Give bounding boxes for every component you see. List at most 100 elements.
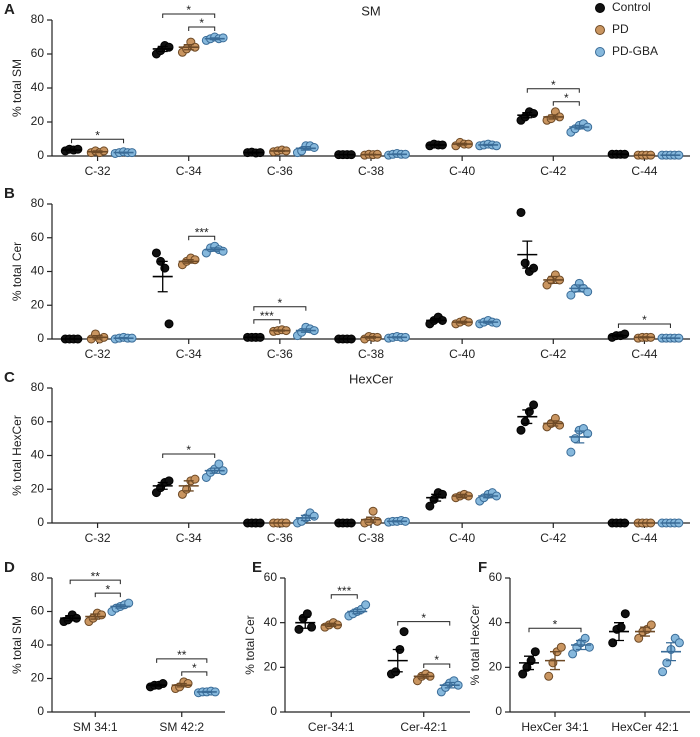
error-bar bbox=[209, 247, 220, 252]
significance-label: * bbox=[192, 661, 197, 675]
y-tick-label: 40 bbox=[264, 615, 278, 629]
error-bar bbox=[613, 153, 624, 156]
data-point bbox=[556, 642, 566, 652]
x-tick-label: C-40 bbox=[449, 347, 475, 361]
y-tick-label: 0 bbox=[270, 704, 277, 718]
significance-label: *** bbox=[337, 584, 351, 598]
x-tick-label: SM 42:2 bbox=[159, 720, 204, 734]
error-bar bbox=[614, 622, 624, 642]
panel-title: HexCer bbox=[349, 371, 394, 386]
y-tick-label: 0 bbox=[37, 331, 44, 345]
x-tick-label: C-42 bbox=[540, 164, 566, 178]
error-bar bbox=[457, 320, 468, 324]
error-bar bbox=[457, 142, 468, 146]
significance-bracket bbox=[71, 138, 125, 144]
x-tick-label: C-40 bbox=[449, 531, 475, 545]
x-tick-label: C-32 bbox=[85, 164, 111, 178]
legend-label: Control bbox=[612, 0, 651, 14]
x-tick-label: C-44 bbox=[631, 531, 657, 545]
error-bar bbox=[613, 334, 624, 338]
error-bar bbox=[274, 329, 285, 332]
y-axis-label: % total Cer bbox=[10, 242, 24, 301]
error-bar bbox=[548, 114, 559, 120]
error-bar bbox=[248, 151, 259, 154]
error-bar bbox=[366, 335, 376, 339]
data-point bbox=[164, 42, 174, 52]
significance-bracket bbox=[617, 323, 671, 328]
error-bar bbox=[522, 112, 533, 119]
y-tick-label: 20 bbox=[489, 660, 503, 674]
significance-label: ** bbox=[177, 648, 187, 662]
y-tick-label: 60 bbox=[31, 604, 45, 618]
panel-label: D bbox=[4, 559, 15, 576]
error-bar bbox=[274, 149, 285, 153]
y-tick-label: 80 bbox=[31, 570, 45, 584]
significance-bracket bbox=[253, 306, 307, 311]
significance-label: *** bbox=[260, 309, 274, 323]
x-tick-label: HexCer 42:1 bbox=[611, 720, 679, 734]
data-point bbox=[399, 627, 409, 637]
error-bar bbox=[183, 44, 194, 51]
x-tick-label: C-42 bbox=[540, 531, 566, 545]
x-tick-label: C-38 bbox=[358, 164, 384, 178]
y-tick-label: 0 bbox=[495, 704, 502, 718]
x-tick-label: C-44 bbox=[631, 347, 657, 361]
error-bar bbox=[431, 493, 442, 502]
y-tick-label: 20 bbox=[264, 660, 278, 674]
significance-bracket bbox=[552, 101, 580, 106]
y-tick-label: 0 bbox=[37, 148, 44, 162]
significance-bracket bbox=[188, 235, 216, 241]
error-bar bbox=[483, 320, 494, 324]
panel: F % total HexCer 0 20 40 60 HexCer 34:1 HexCer … bbox=[468, 559, 690, 734]
significance-label: * bbox=[421, 611, 426, 625]
significance-bracket bbox=[330, 594, 358, 599]
legend-label: PD bbox=[612, 22, 629, 36]
error-bar bbox=[366, 516, 376, 523]
y-tick-label: 60 bbox=[31, 230, 45, 244]
error-bar bbox=[483, 143, 494, 147]
significance-label: ** bbox=[91, 569, 101, 583]
x-tick-label: C-34 bbox=[176, 347, 202, 361]
y-tick-label: 20 bbox=[31, 114, 45, 128]
y-axis-label: % total HexCer bbox=[468, 605, 482, 686]
data-point bbox=[492, 318, 502, 328]
error-bar bbox=[457, 493, 468, 499]
y-tick-label: 60 bbox=[31, 414, 45, 428]
data-point bbox=[658, 667, 668, 677]
data-point bbox=[218, 246, 228, 256]
error-bar bbox=[157, 45, 168, 53]
significance-bracket bbox=[423, 663, 451, 669]
data-point bbox=[566, 290, 576, 300]
data-point bbox=[568, 649, 578, 659]
x-tick-label: C-36 bbox=[267, 347, 293, 361]
data-point bbox=[309, 143, 319, 152]
error-bar bbox=[444, 681, 455, 689]
panel-title: SM bbox=[361, 3, 381, 18]
significance-bracket bbox=[162, 453, 216, 458]
panel-label: A bbox=[4, 1, 15, 18]
x-tick-label: C-38 bbox=[358, 347, 384, 361]
data-point bbox=[570, 434, 580, 444]
error-bar bbox=[640, 626, 650, 637]
error-bar bbox=[639, 336, 650, 339]
data-point bbox=[620, 609, 630, 619]
data-point bbox=[309, 511, 319, 521]
error-bar bbox=[183, 259, 194, 264]
error-bar bbox=[574, 430, 585, 444]
data-point bbox=[97, 610, 107, 620]
error-bar bbox=[201, 690, 212, 694]
x-tick-label: Cer-42:1 bbox=[400, 720, 447, 734]
data-point bbox=[164, 476, 174, 486]
y-tick-label: 40 bbox=[31, 637, 45, 651]
data-point bbox=[566, 447, 576, 457]
significance-bracket bbox=[69, 579, 121, 585]
significance-label: * bbox=[186, 443, 191, 457]
panel-label: C bbox=[4, 369, 15, 386]
error-bar bbox=[118, 151, 129, 154]
data-point bbox=[492, 141, 502, 151]
error-bar bbox=[392, 336, 402, 339]
x-tick-label: C-32 bbox=[85, 347, 111, 361]
error-bar bbox=[300, 146, 311, 151]
panel: A SM % total SM 0 20 40 60 80 C-32 C-34 C-36 C-38 C-… bbox=[4, 0, 690, 178]
